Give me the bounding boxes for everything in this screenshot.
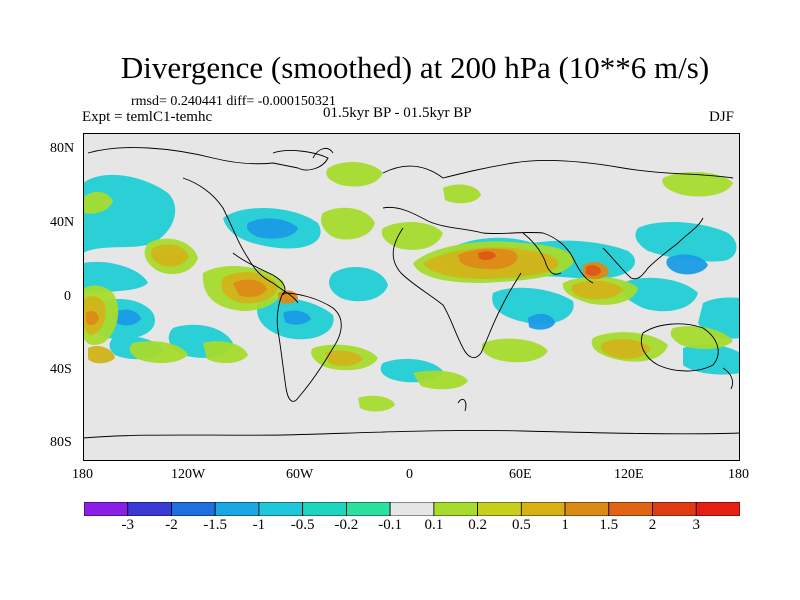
rmsd-stats: rmsd= 0.240441 diff= -0.000150321 (131, 94, 336, 109)
lat-label-40s: 40S (50, 362, 72, 377)
lon-label-180w: 180 (72, 467, 93, 482)
colorbar-swatch (84, 502, 129, 516)
lat-label-40n: 40N (50, 215, 75, 230)
colorbar-swatch (564, 502, 610, 516)
colorbar-swatch (214, 502, 260, 516)
lon-label-60w: 60W (286, 467, 314, 482)
colorbar-swatch (127, 502, 172, 516)
divergence-map (83, 133, 740, 461)
colorbar-swatch (695, 502, 740, 516)
colorbar-level-label: -1 (252, 517, 266, 533)
lat-label-0: 0 (64, 289, 71, 304)
lat-label-80n: 80N (50, 141, 75, 156)
colorbar-swatch (608, 502, 653, 516)
colorbar-swatch (345, 502, 391, 516)
season-label: DJF (709, 109, 735, 125)
colorbar-level-label: 0.5 (511, 517, 531, 533)
colorbar-swatch (389, 502, 435, 516)
experiment-label: Expt = temlC1-temhc (82, 109, 213, 125)
lon-label-0: 0 (406, 467, 413, 482)
colorbar-swatch (477, 502, 522, 516)
colorbar-level-label: 2 (648, 517, 657, 533)
colorbar-swatch (520, 502, 566, 516)
colorbar-level-label: 0.2 (468, 517, 487, 533)
map-title: Divergence (smoothed) at 200 hPa (10**6 … (120, 50, 710, 85)
map-frame (83, 133, 740, 461)
colorbar-level-label: -0.2 (334, 517, 359, 533)
lon-label-60e: 60E (509, 467, 532, 482)
period-label: 01.5kyr BP - 01.5kyr BP (323, 105, 472, 121)
lon-label-180e: 180 (728, 467, 749, 482)
lon-label-120w: 120W (171, 467, 206, 482)
colorbar-level-label: -0.5 (290, 517, 315, 533)
colorbar (84, 502, 740, 516)
colorbar-level-label: 3 (692, 517, 701, 533)
colorbar-swatch (171, 502, 216, 516)
contour-fill-layer (83, 161, 740, 412)
lon-label-120e: 120E (614, 467, 644, 482)
colorbar-level-label: -3 (121, 517, 134, 533)
colorbar-level-label: -2 (165, 517, 178, 533)
lat-label-80s: 80S (50, 435, 72, 450)
colorbar-swatch (258, 502, 304, 516)
colorbar-level-label: 1.5 (599, 517, 619, 533)
colorbar-swatch (433, 502, 478, 516)
colorbar-level-label: 1 (561, 517, 569, 533)
colorbar-swatch (302, 502, 347, 516)
colorbar-level-label: 0.1 (424, 517, 444, 533)
colorbar-swatch (652, 502, 697, 516)
coastlines (83, 147, 740, 439)
colorbar-level-label: -1.5 (203, 517, 228, 533)
colorbar-level-label: -0.1 (378, 517, 402, 533)
